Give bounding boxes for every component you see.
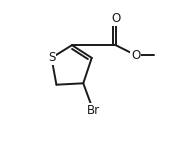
Text: S: S xyxy=(48,51,55,64)
Text: Br: Br xyxy=(87,104,100,117)
Text: O: O xyxy=(111,12,120,25)
Text: O: O xyxy=(131,49,140,61)
